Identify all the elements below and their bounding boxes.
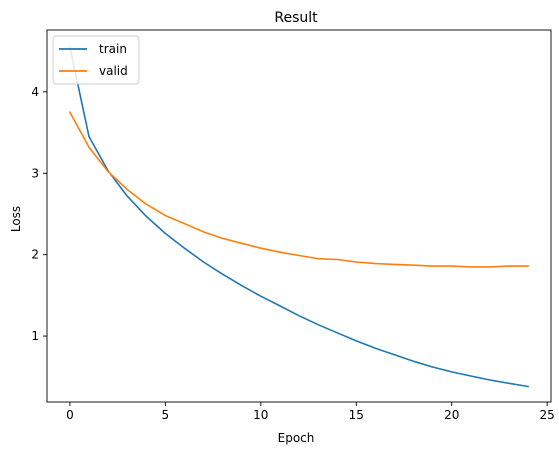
x-tick-label: 15	[349, 408, 364, 422]
legend-box	[52, 35, 140, 85]
chart-title: Result	[274, 10, 318, 26]
legend-label-valid: valid	[99, 64, 128, 78]
y-tick-label: 3	[31, 166, 39, 180]
y-tick-label: 1	[31, 329, 39, 343]
x-tick-label: 25	[540, 408, 555, 422]
legend-label-train: train	[99, 42, 127, 56]
x-tick-label: 20	[444, 408, 459, 422]
series-line-train	[68, 46, 530, 388]
x-tick-label: 10	[253, 408, 268, 422]
y-axis-label: Loss	[9, 206, 23, 232]
series-line-valid	[68, 111, 529, 268]
x-tick-label: 0	[66, 408, 74, 422]
axes-frame	[46, 29, 552, 403]
x-axis-label: Epoch	[278, 431, 315, 445]
x-tick-label: 5	[162, 408, 170, 422]
y-tick-label: 2	[31, 248, 39, 262]
legend: train valid	[52, 35, 140, 85]
y-tick-label: 4	[31, 85, 39, 99]
plot-area: 0 5 10 15 20 25 1 2 3 4	[31, 29, 555, 422]
